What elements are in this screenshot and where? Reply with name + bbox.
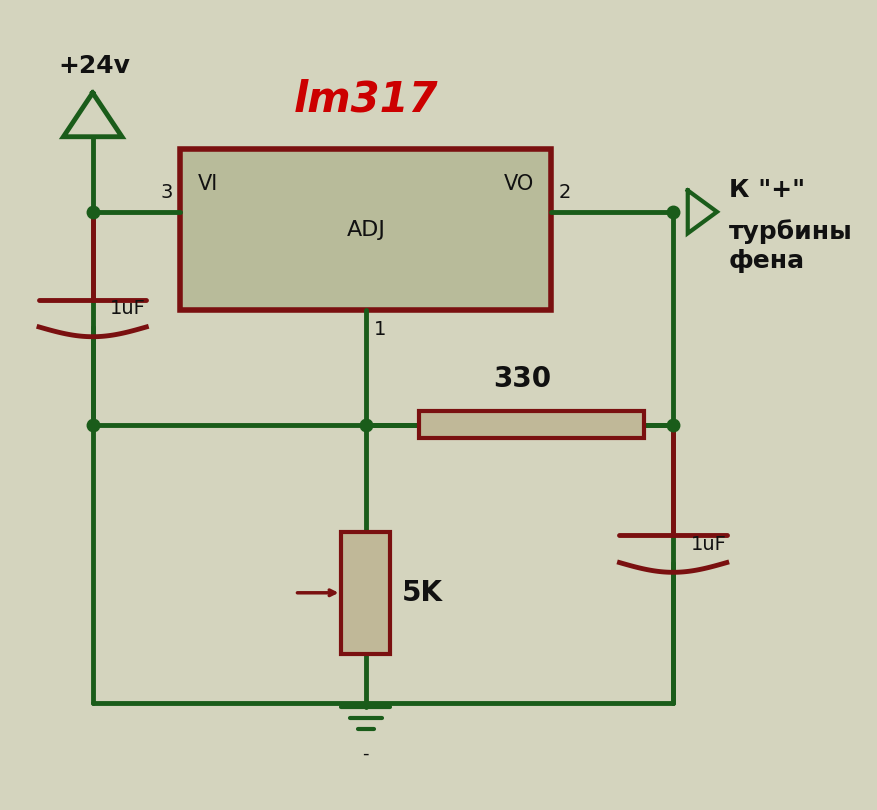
Text: фена: фена — [729, 249, 805, 273]
Text: 1uF: 1uF — [111, 299, 146, 318]
Text: 3: 3 — [160, 183, 173, 202]
Text: 2: 2 — [559, 183, 571, 202]
Text: VO: VO — [503, 174, 533, 194]
Text: турбины: турбины — [729, 220, 852, 245]
Text: +24v: +24v — [59, 54, 131, 79]
Text: 330: 330 — [493, 365, 551, 394]
Text: К "+": К "+" — [729, 178, 805, 202]
Text: -: - — [362, 744, 369, 762]
Text: lm317: lm317 — [294, 78, 438, 120]
Bar — [181, 149, 551, 310]
Text: 1uF: 1uF — [691, 535, 726, 553]
Text: 1: 1 — [374, 320, 386, 339]
Text: ADJ: ADJ — [346, 220, 385, 240]
Bar — [419, 411, 644, 438]
Bar — [341, 532, 390, 654]
Text: 5K: 5K — [402, 579, 443, 607]
Text: VI: VI — [198, 174, 218, 194]
